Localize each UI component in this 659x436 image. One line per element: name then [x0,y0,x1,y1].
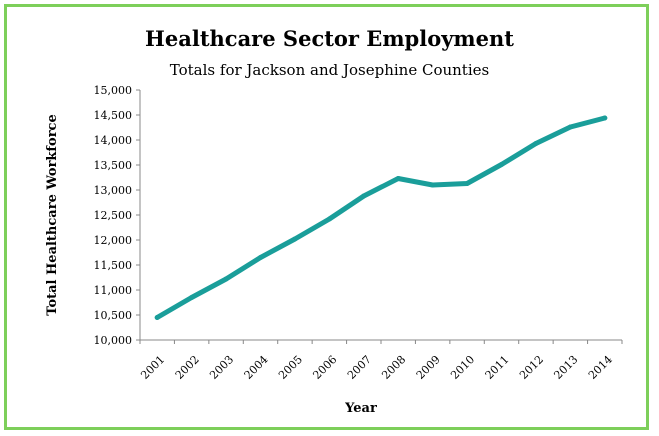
data-point [464,181,470,186]
data-point [223,276,229,282]
y-tick-label: 12,000 [94,234,133,247]
data-point [189,295,195,300]
y-tick-label: 14,000 [94,134,133,147]
data-point [292,236,298,242]
data-point [326,216,332,222]
y-tick-label: 12,500 [94,209,133,222]
y-tick-label: 11,500 [94,259,133,272]
y-tick-label: 10,500 [94,309,133,322]
x-tick-label: 2006 [310,353,339,382]
y-tick-label: 14,500 [94,109,133,122]
y-tick-label: 13,500 [94,159,133,172]
x-tick-label: 2012 [517,353,546,382]
chart-title: Healthcare Sector Employment [145,26,514,51]
x-tick-label: 2009 [414,353,443,382]
x-axis-title: Year [344,401,377,416]
x-tick-label: 2004 [242,353,271,382]
chart-frame [4,4,649,430]
x-tick-label: 2008 [379,353,408,382]
y-tick-label: 10,000 [94,334,133,347]
x-tick-label: 2007 [345,353,374,382]
x-tick-label: 2014 [586,353,615,382]
x-tick-label: 2010 [448,353,477,382]
x-tick-label: 2001 [138,353,167,382]
chart-subtitle: Totals for Jackson and Josephine Countie… [169,61,490,79]
y-tick-label: 11,000 [94,284,133,297]
x-tick-label: 2011 [483,353,512,382]
data-point [430,182,436,188]
x-tick-label: 2002 [173,353,202,382]
data-point [361,193,367,199]
x-tick-label: 2003 [207,353,236,382]
x-tick-label: 2013 [551,353,580,382]
data-point [499,162,504,167]
data-point [395,176,401,181]
y-axis-title: Total Healthcare Workforce [45,114,60,315]
x-tick-label: 2005 [276,353,305,382]
y-tick-label: 13,000 [94,184,133,197]
data-point [154,315,160,320]
data-point [567,124,573,130]
data-point [258,255,263,260]
series-line [154,115,608,320]
data-point [533,141,539,146]
data-point [602,115,608,121]
y-tick-label: 15,000 [94,84,133,97]
